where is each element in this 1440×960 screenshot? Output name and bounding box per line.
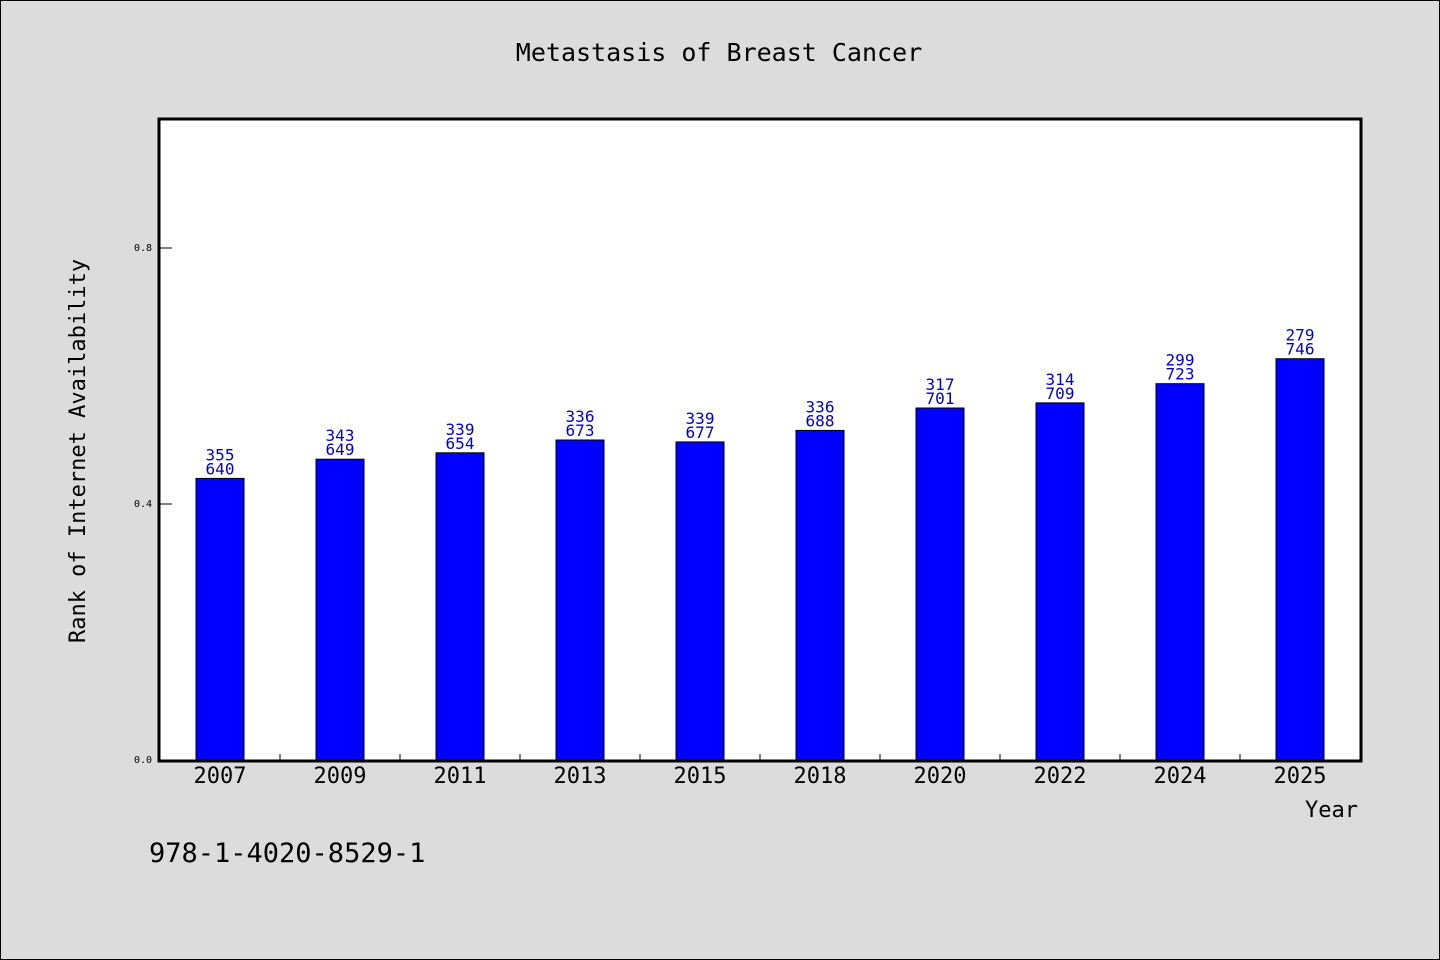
data-label-bottom: 673 bbox=[566, 421, 595, 440]
bar-2013 bbox=[555, 439, 605, 761]
y-axis-label: Rank of Internet Availability bbox=[66, 259, 91, 643]
data-label-top: 336 bbox=[566, 407, 595, 426]
bar-2018 bbox=[795, 429, 845, 761]
x-tick-label: 2018 bbox=[794, 764, 847, 789]
data-label-top: 279 bbox=[1286, 326, 1315, 345]
x-axis-label: Year bbox=[1305, 798, 1358, 823]
x-tick-label: 2020 bbox=[914, 764, 967, 789]
data-label-top: 314 bbox=[1046, 370, 1075, 389]
bar-2025 bbox=[1275, 358, 1325, 761]
bar-2009 bbox=[315, 458, 365, 761]
x-tick-label: 2025 bbox=[1274, 764, 1327, 789]
data-label-bottom: 654 bbox=[446, 434, 475, 453]
data-label-top: 299 bbox=[1166, 351, 1195, 370]
chart-title: Metastasis of Breast Cancer bbox=[516, 38, 922, 67]
data-label-top: 339 bbox=[446, 420, 475, 439]
data-label-top: 339 bbox=[686, 409, 715, 428]
bar-2020 bbox=[915, 407, 965, 761]
data-label-bottom: 649 bbox=[326, 440, 355, 459]
x-tick-label: 2007 bbox=[194, 764, 247, 789]
data-label-top: 355 bbox=[206, 445, 235, 464]
data-label-bottom: 640 bbox=[206, 459, 235, 478]
y-tick-label: 0.4 bbox=[134, 499, 152, 510]
data-label-top: 336 bbox=[806, 397, 835, 416]
data-label-bottom: 746 bbox=[1286, 340, 1315, 359]
x-tick-label: 2011 bbox=[434, 764, 487, 789]
bars-layer bbox=[195, 358, 1325, 761]
data-label-bottom: 701 bbox=[926, 389, 955, 408]
data-label-bottom: 709 bbox=[1046, 384, 1075, 403]
x-axis: 2007 2009 2011 2013 2015 2018 2020 2022 2024 2025 bbox=[194, 754, 1327, 789]
data-label-bottom: 688 bbox=[806, 411, 835, 430]
data-label-bottom: 677 bbox=[686, 423, 715, 442]
x-tick-label: 2024 bbox=[1154, 764, 1207, 789]
footnote-isbn: 978-1-4020-8529-1 bbox=[149, 838, 425, 869]
x-tick-label: 2015 bbox=[674, 764, 727, 789]
data-labels-layer: 3556403436493396543366733396773366883177… bbox=[206, 326, 1315, 479]
x-tick-label: 2022 bbox=[1034, 764, 1087, 789]
y-tick-label: 0.8 bbox=[134, 243, 152, 254]
bar-2007 bbox=[195, 477, 245, 761]
bar-2015 bbox=[675, 441, 725, 761]
x-tick-label: 2013 bbox=[554, 764, 607, 789]
bar-2022 bbox=[1035, 402, 1085, 761]
bar-2024 bbox=[1155, 383, 1205, 761]
data-label-bottom: 723 bbox=[1166, 365, 1195, 384]
bar-2011 bbox=[435, 452, 485, 761]
x-tick-label: 2009 bbox=[314, 764, 367, 789]
data-label-top: 317 bbox=[926, 375, 955, 394]
y-axis: 0.0 0.4 0.8 bbox=[134, 243, 172, 766]
data-label-top: 343 bbox=[326, 426, 355, 445]
y-tick-label: 0.0 bbox=[134, 755, 152, 766]
